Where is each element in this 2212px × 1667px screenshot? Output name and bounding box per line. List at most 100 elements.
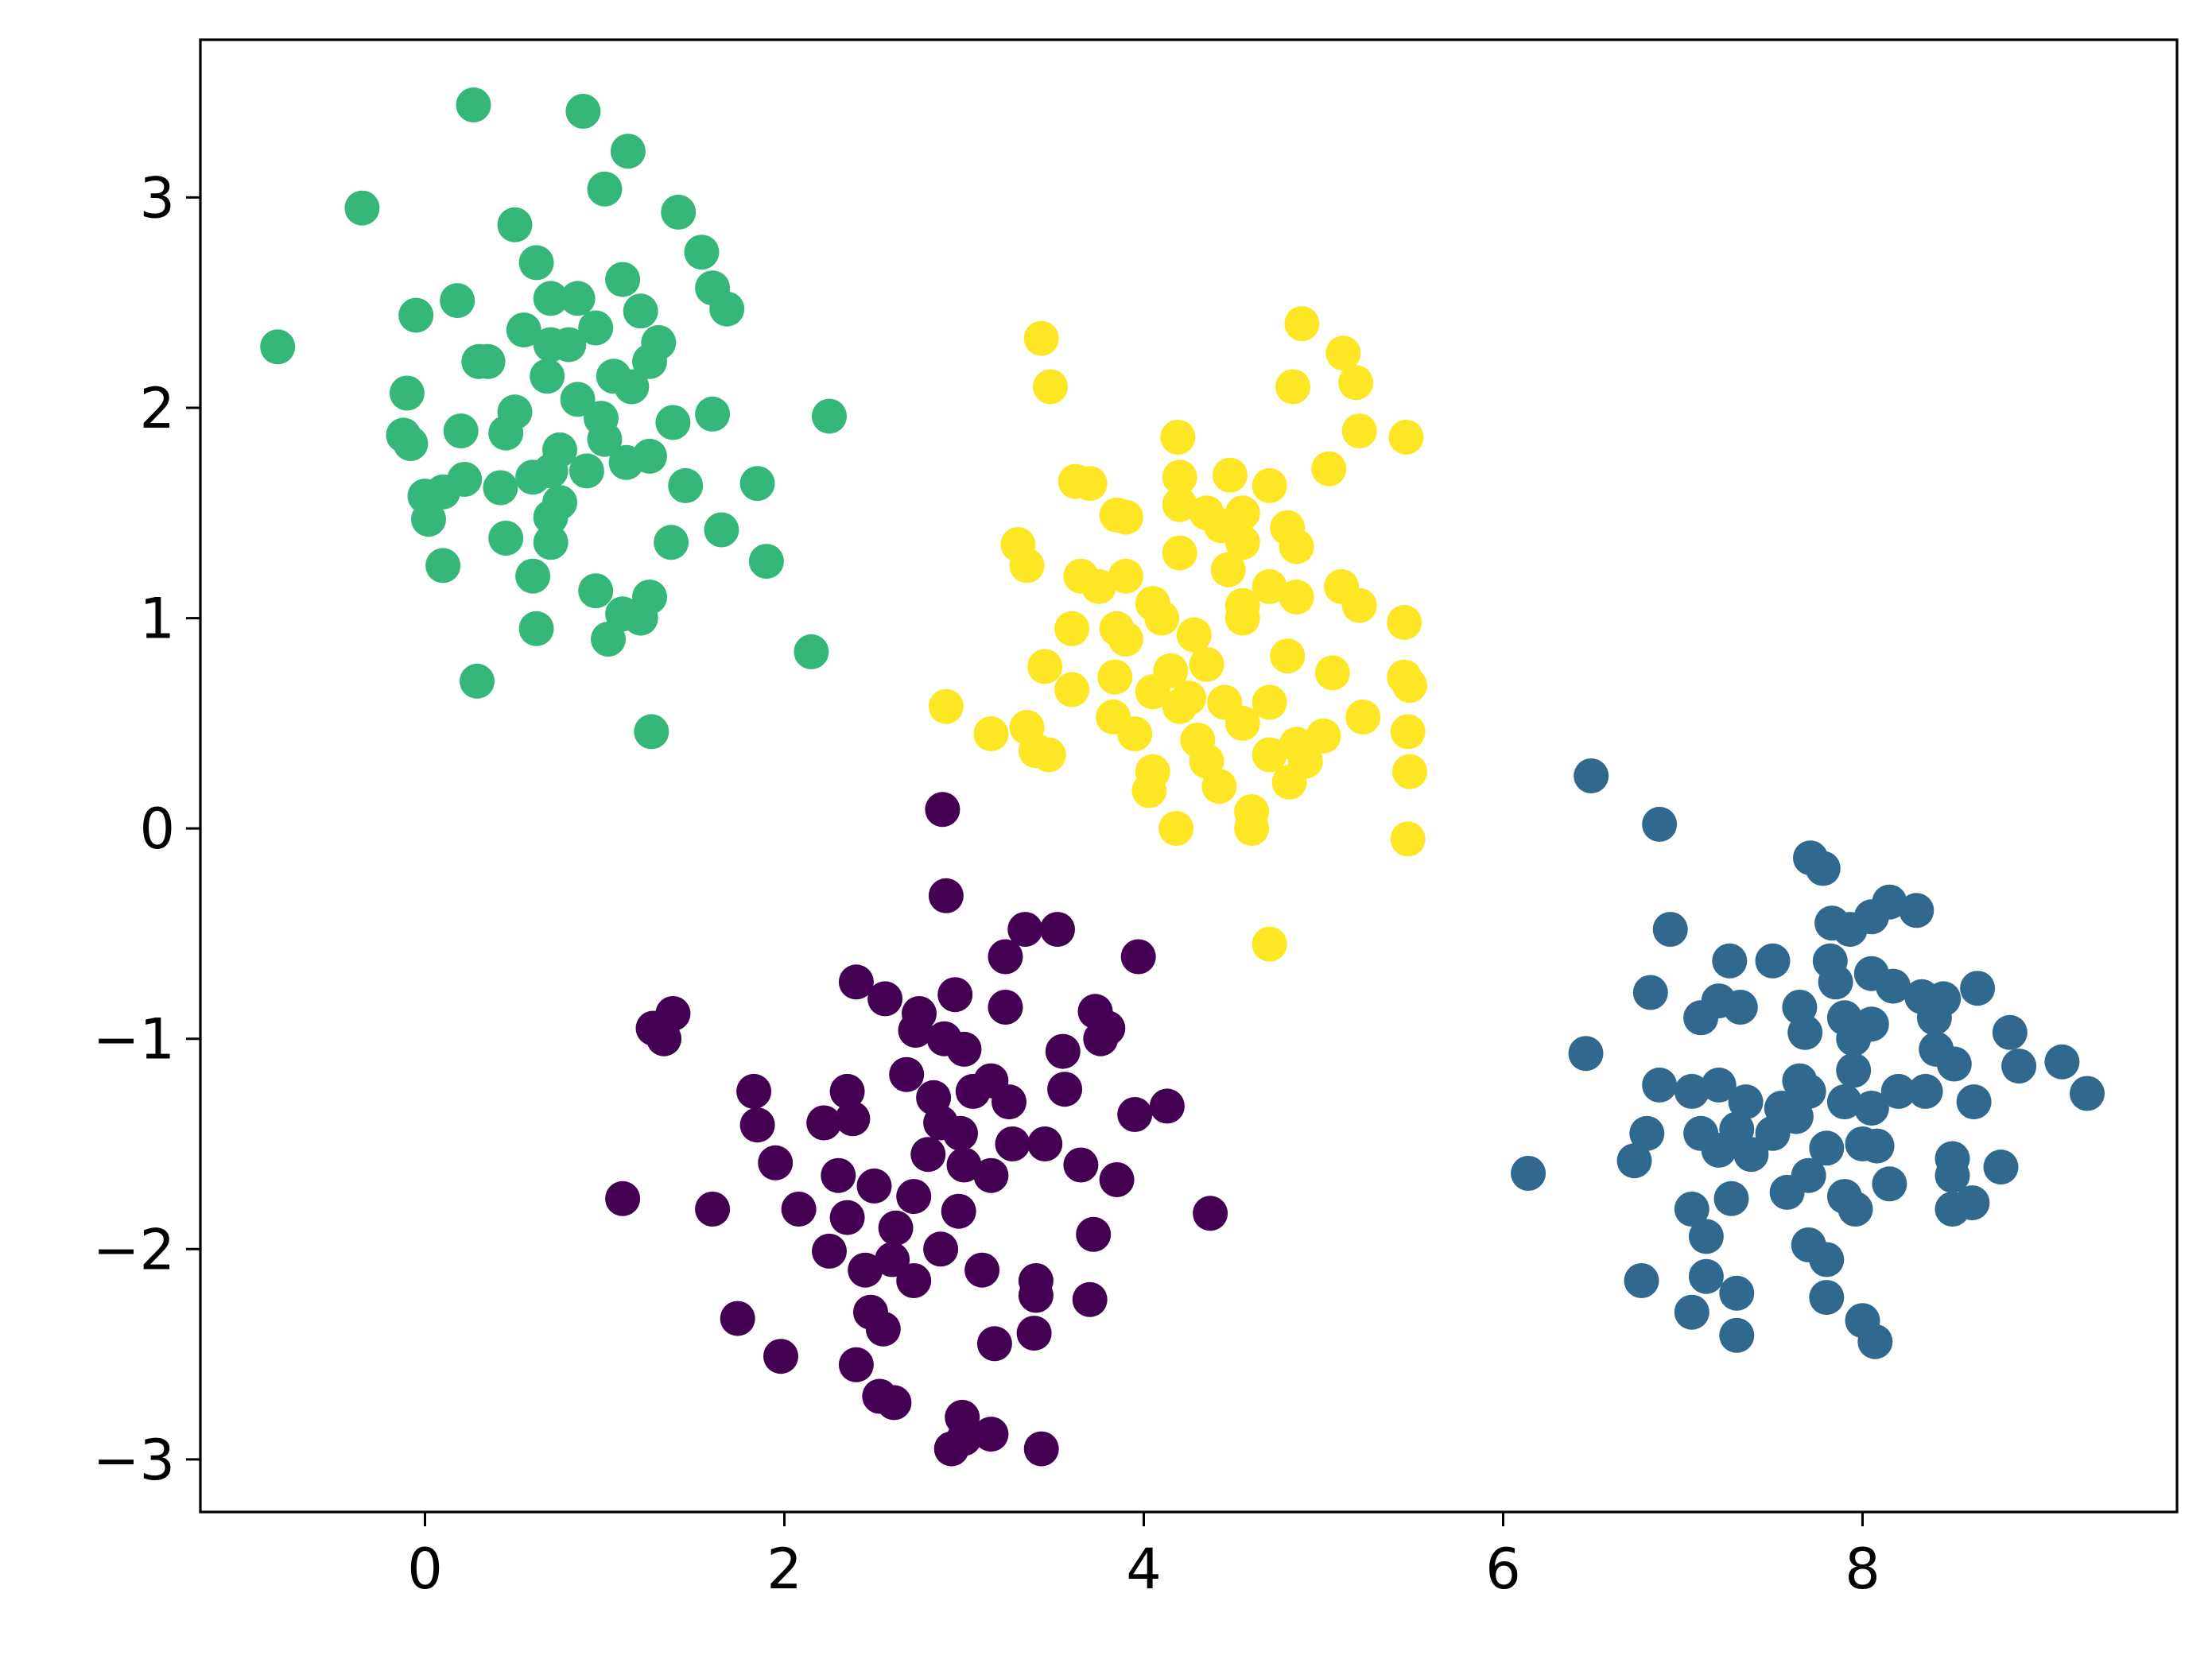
data-point xyxy=(1674,1073,1709,1109)
data-point xyxy=(1108,499,1143,535)
data-point xyxy=(1193,1196,1228,1231)
data-point xyxy=(1755,943,1791,979)
data-point xyxy=(1387,604,1422,640)
data-point xyxy=(889,1056,925,1092)
data-point xyxy=(1027,1126,1063,1161)
data-point xyxy=(632,343,667,379)
data-point xyxy=(937,977,973,1013)
data-point xyxy=(973,716,1009,752)
data-point xyxy=(1390,714,1426,750)
data-point xyxy=(1859,1128,1895,1164)
y-tick-label: −3 xyxy=(93,1428,175,1493)
data-point xyxy=(1108,558,1143,594)
data-point xyxy=(875,1242,910,1277)
data-point xyxy=(748,544,784,580)
data-point xyxy=(1047,1072,1083,1107)
data-point xyxy=(1872,1166,1907,1202)
data-point xyxy=(610,134,646,169)
data-point xyxy=(1306,718,1341,754)
data-point xyxy=(1144,600,1180,636)
data-point xyxy=(1117,1097,1153,1132)
data-point xyxy=(1162,459,1197,495)
data-point xyxy=(1719,1275,1755,1311)
data-point xyxy=(1224,600,1260,636)
data-point xyxy=(704,512,739,548)
data-point xyxy=(1149,1088,1185,1124)
data-point xyxy=(1728,1084,1764,1120)
data-point xyxy=(1325,335,1361,371)
data-point xyxy=(1983,1149,2019,1185)
data-point xyxy=(941,1193,976,1229)
data-point xyxy=(1271,764,1307,800)
data-point xyxy=(1818,964,1853,1000)
data-point xyxy=(2044,1044,2080,1080)
data-point xyxy=(605,262,641,297)
data-point xyxy=(1875,968,1911,1004)
x-tick-label: 2 xyxy=(766,1537,802,1602)
data-point xyxy=(1341,413,1377,449)
data-point xyxy=(739,1107,775,1143)
data-point xyxy=(781,1192,817,1227)
data-point xyxy=(1252,467,1287,503)
data-point xyxy=(1063,1147,1099,1183)
data-point xyxy=(530,359,565,394)
x-tick-label: 8 xyxy=(1845,1537,1880,1602)
x-tick-label: 0 xyxy=(407,1537,443,1602)
y-tick-label: 1 xyxy=(139,587,175,652)
data-point xyxy=(1076,1216,1112,1252)
data-point xyxy=(1162,688,1197,724)
data-point xyxy=(591,622,626,657)
y-axis: −3 −2 −1 0 1 2 3 xyxy=(93,165,200,1493)
data-point xyxy=(821,1157,856,1193)
data-point xyxy=(896,1179,932,1215)
data-point xyxy=(1701,1067,1737,1103)
data-point xyxy=(1099,1162,1135,1197)
data-point xyxy=(578,310,614,346)
data-point xyxy=(1252,568,1287,604)
data-point xyxy=(973,1417,1009,1452)
data-point xyxy=(1712,943,1748,979)
data-point xyxy=(1279,529,1314,564)
series-1 xyxy=(1511,758,2105,1359)
data-point xyxy=(560,382,596,417)
data-point xyxy=(1791,1157,1826,1193)
data-point xyxy=(655,405,691,440)
data-point xyxy=(1624,1263,1659,1298)
data-point xyxy=(533,327,569,362)
data-point xyxy=(856,1168,892,1204)
data-point xyxy=(946,1031,982,1067)
data-point xyxy=(587,171,623,207)
data-point xyxy=(1652,912,1688,948)
data-point xyxy=(440,283,475,319)
data-point xyxy=(260,329,296,365)
data-point xyxy=(1072,1281,1108,1317)
data-point xyxy=(1213,457,1248,493)
data-point xyxy=(1284,306,1320,342)
data-point xyxy=(684,235,720,270)
data-point xyxy=(1018,1277,1054,1313)
data-point xyxy=(898,1013,933,1049)
data-point xyxy=(1224,705,1260,741)
data-point xyxy=(1713,1180,1749,1216)
data-point xyxy=(1642,806,1678,842)
data-point xyxy=(988,990,1023,1025)
data-point xyxy=(910,1137,946,1173)
data-point xyxy=(1392,668,1427,704)
data-point xyxy=(1009,548,1045,583)
data-point xyxy=(829,1200,865,1235)
data-point xyxy=(1392,754,1427,789)
data-point xyxy=(896,1263,932,1298)
data-point xyxy=(812,1233,847,1269)
data-point xyxy=(393,426,429,461)
data-point xyxy=(1180,723,1216,758)
data-point xyxy=(518,245,554,281)
data-point xyxy=(1642,1067,1678,1103)
data-point xyxy=(1030,737,1066,773)
data-point xyxy=(695,396,731,432)
data-point xyxy=(876,1385,912,1421)
data-point xyxy=(1162,535,1197,571)
data-point xyxy=(1023,1431,1059,1467)
data-point xyxy=(518,611,554,646)
data-point xyxy=(865,1311,901,1347)
